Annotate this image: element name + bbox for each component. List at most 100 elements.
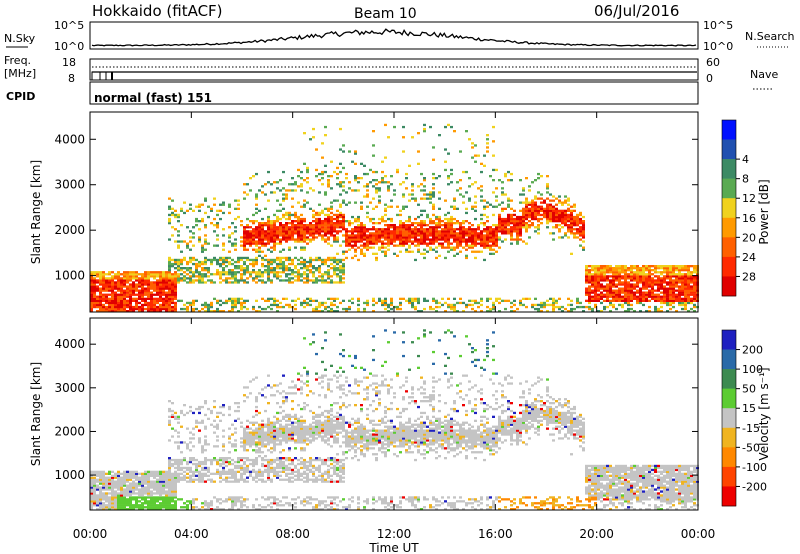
- power-cell: [90, 293, 93, 296]
- power-cell: [342, 217, 345, 221]
- power-cell: [288, 262, 291, 266]
- power-cell: [192, 273, 195, 276]
- power-cell: [141, 287, 144, 290]
- velocity-cell: [99, 488, 102, 491]
- power-cell: [645, 293, 648, 296]
- power-cell: [246, 258, 249, 262]
- power-cell: [597, 273, 600, 276]
- power-cell: [297, 273, 300, 276]
- power-cell: [684, 273, 687, 276]
- power-cell: [174, 215, 177, 219]
- velocity-cell: [219, 474, 222, 477]
- power-cell: [303, 132, 306, 135]
- power-cell: [150, 295, 153, 298]
- power-cell: [492, 301, 495, 305]
- nsky-trace: [91, 28, 697, 47]
- velocity-cell: [204, 458, 207, 462]
- power-cell: [597, 281, 600, 284]
- power-cell: [339, 170, 342, 174]
- power-cell: [567, 209, 570, 212]
- power-cell: [687, 271, 690, 274]
- power-cell: [462, 240, 465, 243]
- power-cell: [411, 185, 414, 188]
- power-cell: [459, 193, 462, 196]
- power-cell: [483, 224, 486, 227]
- power-cell: [510, 226, 513, 229]
- velocity-cell: [129, 472, 132, 475]
- power-cell: [342, 307, 345, 311]
- power-cell: [279, 203, 282, 206]
- power-cell: [279, 179, 282, 182]
- velocity-cell: [243, 500, 246, 503]
- velocity-cell: [219, 470, 222, 473]
- power-cell: [624, 281, 627, 284]
- power-cell: [510, 230, 513, 233]
- power-colorbar-swatch: [722, 139, 736, 160]
- power-cell: [207, 275, 210, 278]
- power-cell: [339, 222, 342, 225]
- power-cell: [144, 303, 147, 307]
- velocity-cell: [192, 470, 195, 473]
- velocity-cell: [114, 480, 117, 483]
- power-cell: [147, 291, 150, 294]
- power-cell: [267, 299, 270, 302]
- power-cell: [399, 238, 402, 241]
- power-cell: [168, 289, 171, 292]
- power-cell: [261, 279, 264, 282]
- power-cell: [438, 220, 441, 223]
- velocity-cell: [228, 462, 231, 466]
- power-cell: [198, 209, 201, 212]
- velocity-cell: [138, 492, 141, 495]
- power-cell: [96, 301, 99, 305]
- power-cell: [303, 248, 306, 251]
- power-cell: [627, 291, 630, 294]
- velocity-cell: [123, 490, 126, 493]
- power-cell: [693, 305, 696, 309]
- power-cell: [384, 246, 387, 249]
- velocity-cell: [222, 457, 225, 460]
- power-cell: [408, 220, 411, 223]
- power-cell: [156, 285, 159, 288]
- power-cell: [681, 267, 684, 270]
- power-cell: [519, 234, 522, 237]
- power-cell: [330, 258, 333, 262]
- power-cell: [240, 305, 243, 309]
- power-cell: [312, 215, 315, 219]
- velocity-cell: [132, 474, 135, 477]
- power-cell: [537, 205, 540, 208]
- power-cell: [195, 217, 198, 221]
- power-cell: [90, 281, 93, 284]
- power-cell: [417, 230, 420, 233]
- power-cell: [252, 271, 255, 274]
- power-cell: [675, 297, 678, 300]
- power-cell: [693, 287, 696, 290]
- power-cell: [666, 297, 669, 300]
- velocity-cell: [204, 443, 207, 446]
- power-cell: [585, 265, 588, 268]
- power-cell: [321, 156, 324, 159]
- power-cell: [300, 170, 303, 174]
- power-cell: [342, 213, 345, 217]
- velocity-cell: [240, 421, 243, 424]
- power-cell: [171, 291, 174, 294]
- power-cell: [444, 224, 447, 227]
- power-cell: [177, 240, 180, 243]
- power-cell: [282, 207, 285, 210]
- power-cell: [96, 273, 99, 276]
- velocity-cell: [174, 492, 177, 495]
- power-cell: [204, 275, 207, 278]
- velocity-cell: [195, 470, 198, 473]
- power-cell: [321, 172, 324, 176]
- power-cell: [117, 279, 120, 282]
- power-cell: [408, 240, 411, 243]
- velocity-cell: [231, 472, 234, 475]
- power-cell: [210, 310, 213, 313]
- power-cell: [279, 242, 282, 245]
- power-cell: [516, 240, 519, 243]
- power-cell: [486, 299, 489, 302]
- power-cell: [228, 234, 231, 237]
- power-cell: [657, 310, 660, 313]
- velocity-cell: [177, 458, 180, 462]
- power-cell: [240, 224, 243, 227]
- power-cell: [657, 293, 660, 296]
